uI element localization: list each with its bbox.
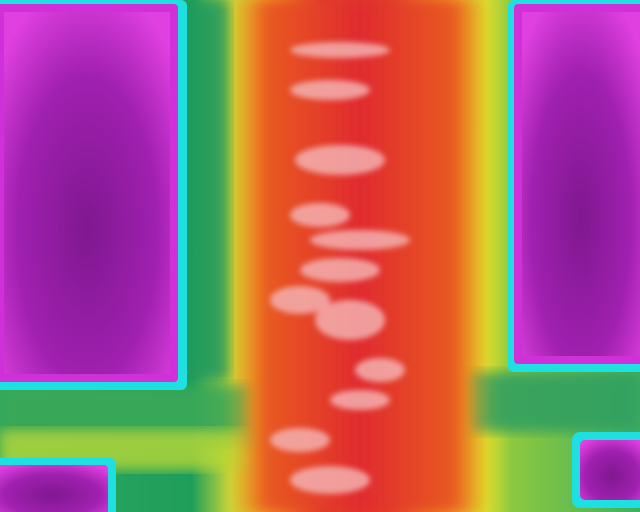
hot-column — [225, 0, 495, 512]
hot-spots — [270, 42, 410, 494]
window-bottom-left — [0, 458, 116, 512]
window-bottom-right — [572, 432, 640, 508]
strip-left — [190, 0, 230, 380]
sill-right — [470, 372, 640, 432]
window-right — [508, 0, 640, 372]
window-left — [0, 0, 187, 390]
